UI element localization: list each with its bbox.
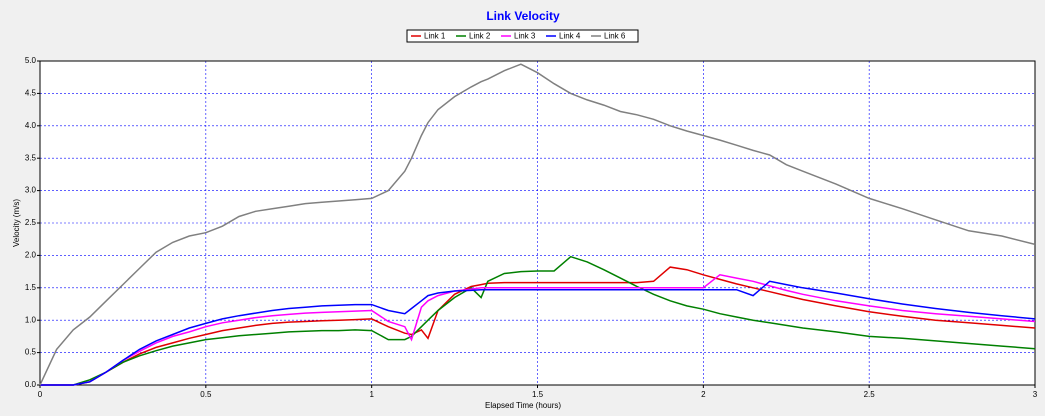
y-tick-label: 0.0 xyxy=(25,380,37,389)
chart-title: Link Velocity xyxy=(486,9,560,23)
legend-label: Link 1 xyxy=(424,32,446,41)
legend-label: Link 3 xyxy=(514,32,536,41)
x-tick-label: 0 xyxy=(38,390,43,399)
y-axis-label: Velocity (m/s) xyxy=(12,199,21,247)
x-axis-label: Elapsed Time (hours) xyxy=(485,401,561,410)
y-tick-label: 0.5 xyxy=(25,348,37,357)
y-tick-label: 3.0 xyxy=(25,186,37,195)
y-tick-label: 4.0 xyxy=(25,121,37,130)
legend-label: Link 4 xyxy=(559,32,581,41)
x-tick-label: 0.5 xyxy=(200,390,212,399)
plot-border xyxy=(39,60,1036,386)
x-tick-label: 3 xyxy=(1033,390,1038,399)
series-line xyxy=(40,266,1036,386)
legend-label: Link 2 xyxy=(469,32,491,41)
y-tick-label: 5.0 xyxy=(25,56,37,65)
series-line xyxy=(40,255,1036,386)
series-line xyxy=(40,280,1036,386)
x-tick-label: 2 xyxy=(701,390,706,399)
y-tick-label: 2.5 xyxy=(25,218,37,227)
legend-label: Link 6 xyxy=(604,32,626,41)
y-tick-label: 2.0 xyxy=(25,251,37,260)
series-line xyxy=(40,273,1036,386)
y-tick-label: 1.5 xyxy=(25,283,37,292)
series-line xyxy=(39,63,1036,386)
y-tick-label: 3.5 xyxy=(25,153,37,162)
x-tick-label: 1.5 xyxy=(532,390,544,399)
y-tick-label: 1.0 xyxy=(25,315,37,324)
y-tick-label: 4.5 xyxy=(25,89,37,98)
legend-box xyxy=(406,29,639,43)
x-tick-label: 2.5 xyxy=(864,390,876,399)
x-tick-label: 1 xyxy=(369,390,374,399)
